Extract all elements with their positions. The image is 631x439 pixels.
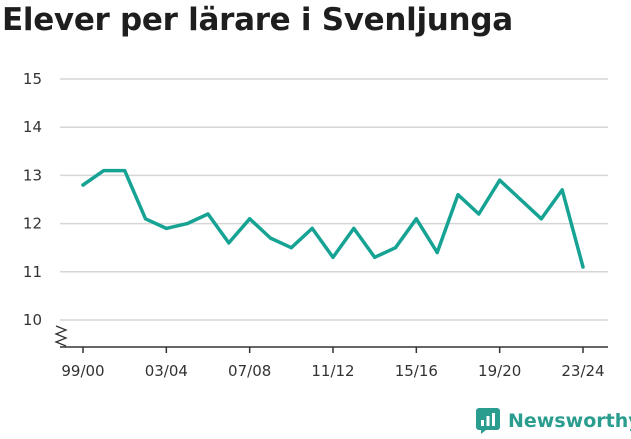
y-tick-label: 15 xyxy=(23,70,42,88)
axis-break-mark xyxy=(54,325,68,347)
data-point xyxy=(539,217,543,221)
data-point xyxy=(185,222,189,226)
y-tick-label: 10 xyxy=(23,311,42,329)
x-tick-label: 03/04 xyxy=(145,362,188,380)
data-point xyxy=(518,197,523,202)
x-tick-label: 23/24 xyxy=(561,362,604,380)
data-point xyxy=(477,212,481,216)
newsworthy-brand[interactable]: Newsworthy xyxy=(476,408,631,434)
data-point xyxy=(268,236,273,240)
newsworthy-logo-icon xyxy=(476,408,500,434)
data-point xyxy=(373,255,377,259)
x-axis: 99/00 03/04 07/08 11/12 15/16 19/20 23/24 xyxy=(60,346,608,380)
data-point xyxy=(248,217,252,221)
y-tick-label: 13 xyxy=(23,166,42,184)
data-point xyxy=(456,193,460,197)
data-point xyxy=(414,217,418,221)
data-point xyxy=(164,226,168,231)
series-line xyxy=(81,168,585,269)
series-lines xyxy=(81,168,585,269)
data-point xyxy=(560,188,564,192)
data-point xyxy=(206,212,210,216)
grid-lines xyxy=(60,78,608,321)
data-point xyxy=(123,168,127,173)
data-point xyxy=(498,178,502,182)
y-tick-label: 11 xyxy=(23,263,42,281)
y-axis-break-icon xyxy=(54,325,68,347)
y-tick-label: 12 xyxy=(23,215,42,233)
data-point xyxy=(289,246,293,250)
data-point xyxy=(581,265,585,269)
chart-title: Elever per lärare i Svenljunga xyxy=(2,2,513,38)
brand-name: Newsworthy xyxy=(508,410,631,432)
y-tick-label: 14 xyxy=(23,118,42,136)
data-point xyxy=(435,250,439,255)
data-point xyxy=(102,168,106,173)
x-tick-label: 19/20 xyxy=(478,362,521,380)
x-tick-label: 15/16 xyxy=(395,362,438,380)
data-point xyxy=(393,246,398,250)
x-tick-label: 99/00 xyxy=(61,362,104,380)
data-point xyxy=(81,183,85,187)
data-point xyxy=(310,226,314,231)
x-tick-label: 11/12 xyxy=(311,362,354,380)
data-point xyxy=(227,241,231,245)
x-tick-label: 07/08 xyxy=(228,362,271,380)
data-point xyxy=(331,255,335,259)
data-point xyxy=(352,226,356,231)
y-axis-ticks: 10 11 12 13 14 15 xyxy=(23,70,42,329)
data-point xyxy=(143,217,148,221)
